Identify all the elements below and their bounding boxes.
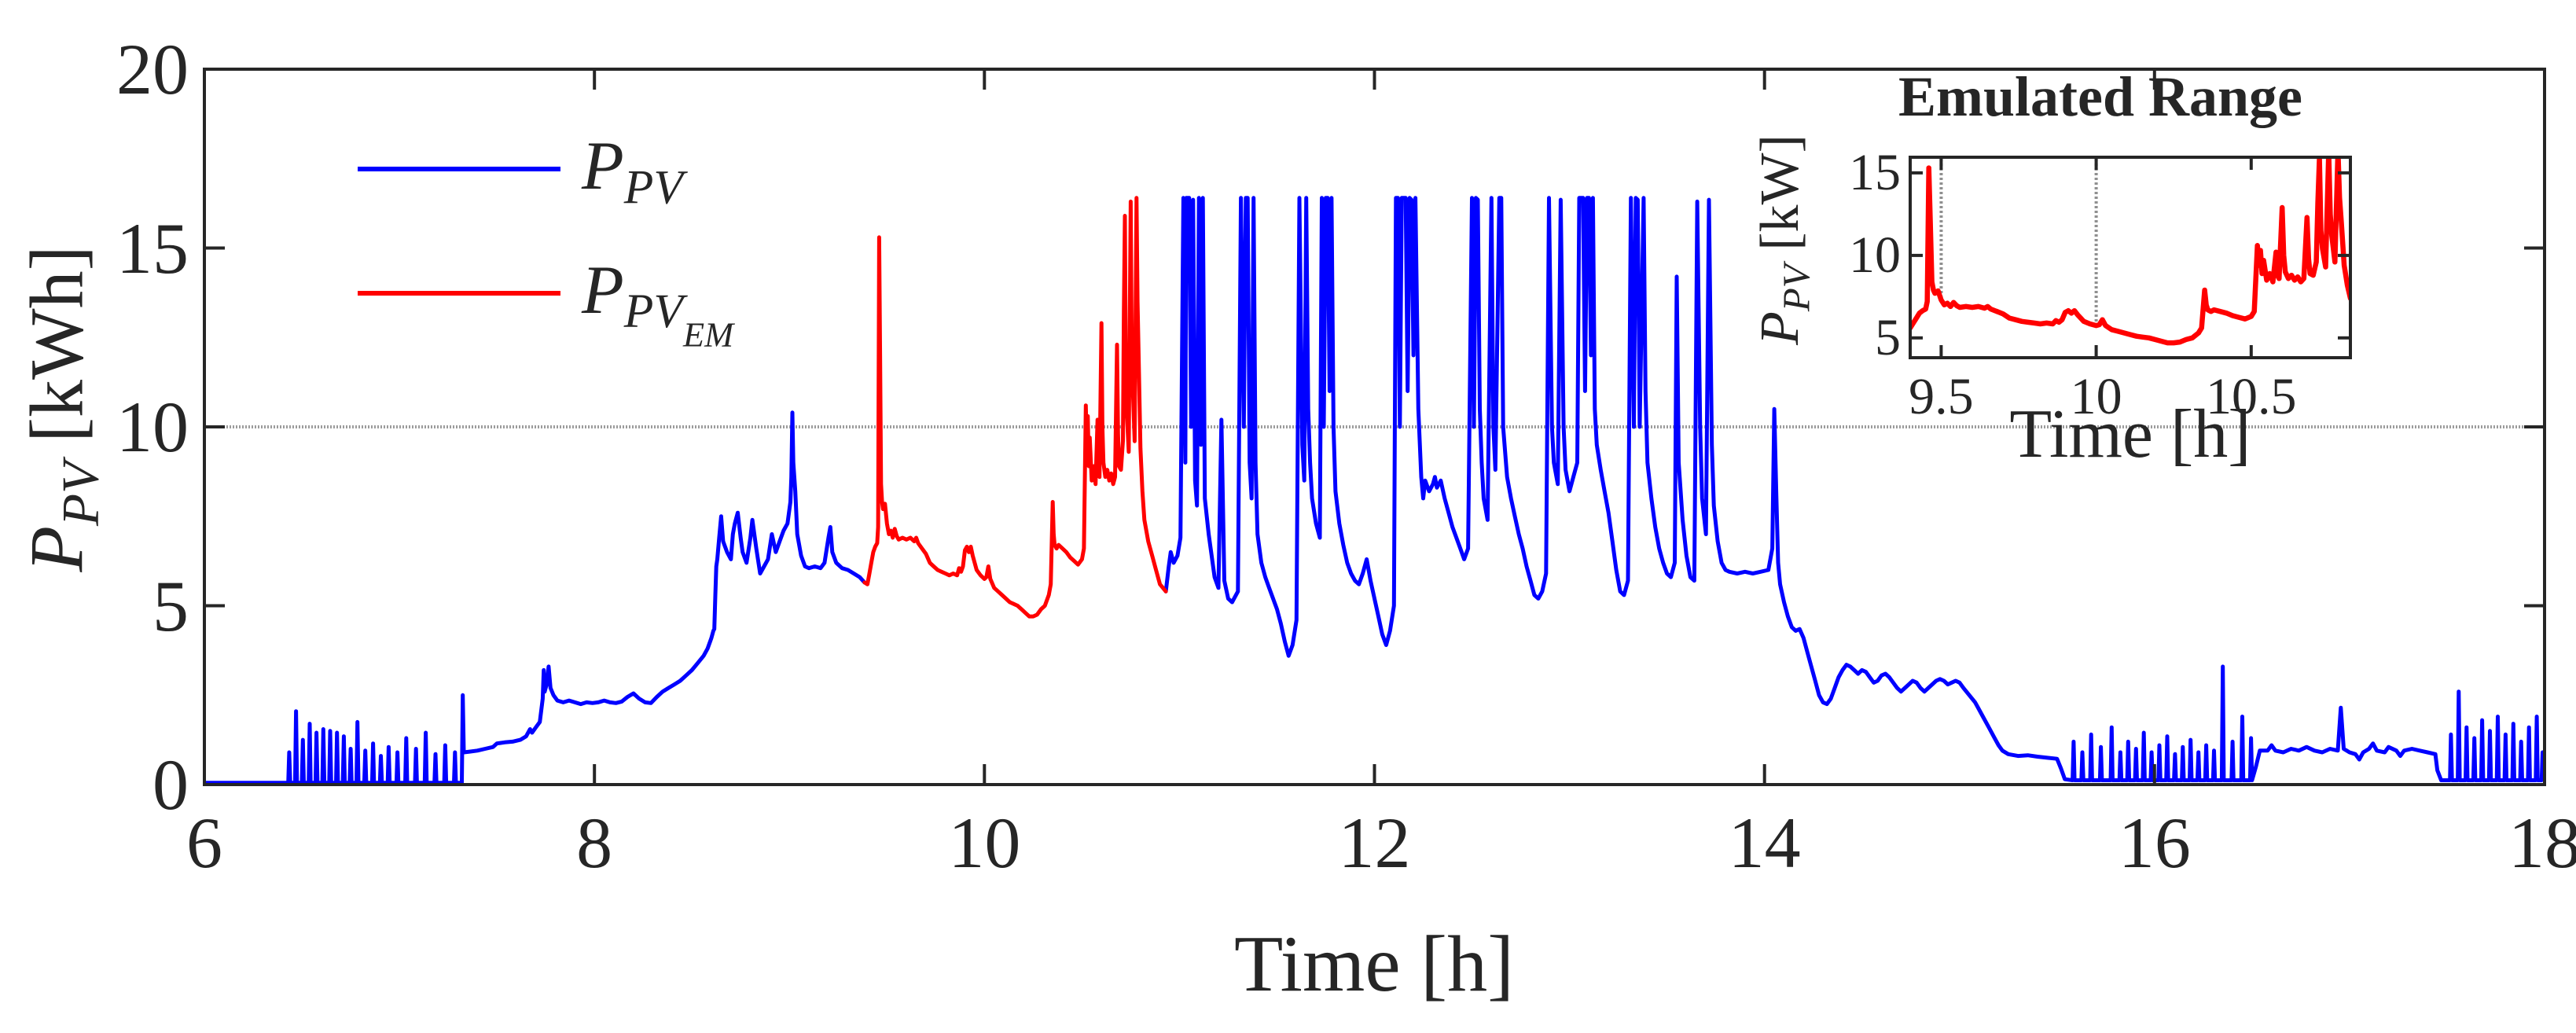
main-curve-p_pv_em <box>862 196 1168 619</box>
main-x-tick-label: 16 <box>2118 803 2191 883</box>
legend-line-ppvem-swatch <box>358 291 560 296</box>
main-x-tick-label: 10 <box>948 803 1021 883</box>
legend-line-ppv-swatch <box>358 167 560 171</box>
inset-x-axis-label: Time [h] <box>2009 396 2251 472</box>
inset-x-tick-label: 10 <box>2070 368 2122 425</box>
legend-label-ppvem: PPVEM <box>582 244 733 352</box>
main-y-tick-label: 15 <box>116 208 189 289</box>
main-x-tick-label: 18 <box>2508 803 2576 883</box>
inset-curve-p_pv_em <box>1910 157 2350 346</box>
main-y-tick-label: 20 <box>116 29 189 109</box>
legend-ppvem-symbol: P <box>582 252 624 329</box>
inset-y-label-subscript: PV <box>1774 264 1818 312</box>
legend-label-ppv: PPV <box>582 119 683 214</box>
inset-y-tick-label: 15 <box>1849 143 1901 201</box>
main-x-tick-label: 14 <box>1728 803 1801 883</box>
main-x-tick-label: 8 <box>576 803 613 883</box>
x-axis-label: Time [h] <box>1233 920 1515 1009</box>
inset-y-tick-label: 10 <box>1849 226 1901 284</box>
y-axis-label-symbol: P <box>14 526 99 572</box>
inset-x-tick-label: 9.5 <box>1909 368 1974 425</box>
inset-x-tick-label: 10.5 <box>2206 368 2297 425</box>
main-x-tick-label: 6 <box>186 803 222 883</box>
inset-y-axis-label: PPV [kW] <box>1749 134 1818 345</box>
inset-y-label-unit: [kW] <box>1750 134 1810 265</box>
y-axis-label: PPV [kWh] <box>13 245 110 572</box>
main-y-tick-label: 0 <box>153 744 189 825</box>
main-axes-box <box>203 68 2546 786</box>
inset-y-label-symbol: P <box>1750 311 1810 345</box>
legend-ppvem-subsubscript: EM <box>683 314 734 355</box>
main-x-tick-label: 12 <box>1338 803 1411 883</box>
y-axis-label-unit: [kWh] <box>14 245 99 461</box>
main-y-tick-label: 5 <box>153 565 189 646</box>
y-axis-label-subscript: PV <box>50 461 110 526</box>
main-curve-p_pv <box>204 410 867 785</box>
legend-ppv-symbol: P <box>582 128 624 204</box>
main-y-tick-label: 10 <box>116 387 189 467</box>
inset-y-tick-label: 5 <box>1875 308 1901 366</box>
main-curve-p_pv <box>1163 196 2545 782</box>
legend-ppv-subscript: PV <box>623 160 684 215</box>
legend-ppvem-subscript: PV <box>623 285 684 339</box>
inset-axes-box <box>1909 156 2352 359</box>
inset-title: Emulated Range <box>1898 65 2303 128</box>
